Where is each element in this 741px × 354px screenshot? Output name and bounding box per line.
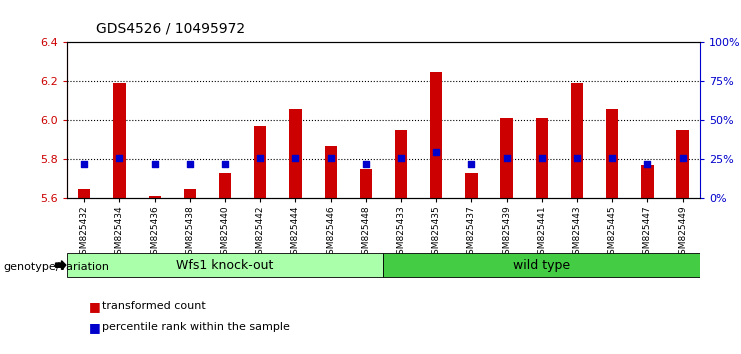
Point: [536, 155, 548, 161]
Bar: [219, 173, 231, 198]
Bar: [641, 165, 654, 198]
Text: ■: ■: [89, 300, 101, 313]
Text: GDS4526 / 10495972: GDS4526 / 10495972: [96, 21, 245, 35]
Text: ■: ■: [89, 321, 101, 334]
Bar: [465, 173, 478, 198]
Point: [501, 155, 513, 161]
Point: [360, 161, 372, 167]
Bar: [184, 189, 196, 198]
Bar: [606, 109, 619, 198]
Point: [184, 161, 196, 167]
Text: genotype/variation: genotype/variation: [4, 262, 110, 272]
Point: [113, 155, 125, 161]
Bar: [500, 119, 513, 198]
Bar: [395, 130, 408, 198]
Point: [677, 155, 688, 161]
Point: [79, 161, 90, 167]
Bar: [677, 130, 689, 198]
Text: Wfs1 knock-out: Wfs1 knock-out: [176, 259, 273, 272]
Point: [254, 155, 266, 161]
Text: percentile rank within the sample: percentile rank within the sample: [102, 322, 290, 332]
Point: [465, 161, 477, 167]
Bar: [254, 126, 267, 198]
Point: [149, 161, 161, 167]
Point: [606, 155, 618, 161]
Point: [642, 161, 654, 167]
Bar: [113, 84, 126, 198]
Point: [325, 155, 336, 161]
Bar: [148, 196, 161, 198]
Bar: [67, 253, 384, 278]
Text: wild type: wild type: [514, 259, 571, 272]
Bar: [289, 109, 302, 198]
Bar: [325, 146, 337, 198]
Bar: [78, 189, 90, 198]
Bar: [571, 84, 583, 198]
Bar: [359, 169, 372, 198]
Point: [571, 155, 583, 161]
Bar: [536, 119, 548, 198]
Point: [290, 155, 302, 161]
Point: [431, 149, 442, 154]
Bar: [430, 72, 442, 198]
Bar: [384, 253, 700, 278]
Point: [395, 155, 407, 161]
Point: [219, 161, 231, 167]
Text: transformed count: transformed count: [102, 301, 206, 311]
